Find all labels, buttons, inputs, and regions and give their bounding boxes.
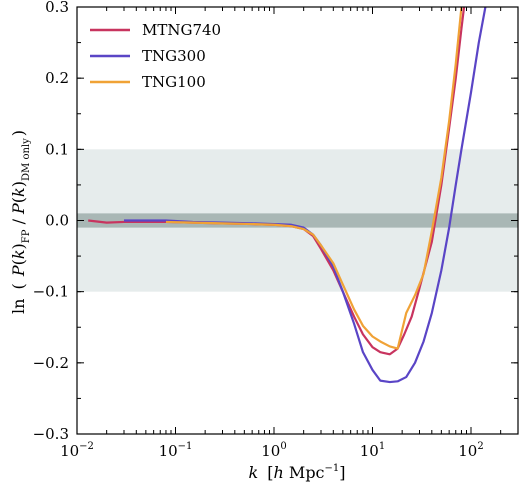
band-1	[77, 213, 518, 228]
y-tick-label: 0.1	[45, 140, 69, 158]
x-tick-label: 10−2	[60, 441, 94, 460]
series-line-tng100	[165, 7, 463, 350]
x-tick-label: 100	[261, 441, 286, 460]
y-axis-label: ln ( P(k)FP / P(k)DM only)	[9, 130, 32, 314]
x-axis-label: k [h Mpc−1]	[248, 463, 345, 482]
legend-label-tng300: TNG300	[142, 47, 206, 65]
y-axis: −0.3 −0.2 −0.1 0.0 0.1 0.2 0.3	[33, 0, 518, 443]
y-tick-label: 0.0	[45, 212, 69, 230]
x-tick-label: 101	[360, 441, 385, 460]
x-tick-label: 10−1	[159, 441, 193, 460]
series-lines	[88, 7, 487, 384]
y-tick-label: 0.2	[45, 69, 69, 87]
y-tick-label: −0.3	[33, 425, 69, 443]
y-tick-label: −0.2	[33, 354, 69, 372]
svg-text:ln ( P(k)FP / P(k): ln ( P(k)FP / P(k)DM only)	[9, 130, 32, 314]
legend: MTNG740 TNG300 TNG100	[90, 21, 221, 91]
legend-label-tng100: TNG100	[142, 73, 206, 91]
y-tick-label: −0.1	[33, 283, 69, 301]
legend-label-mtng740: MTNG740	[142, 21, 221, 39]
x-axis: 10−2 10−1 100 101 102	[60, 7, 519, 460]
x-tick-label: 102	[458, 441, 483, 460]
y-tick-label: 0.3	[45, 0, 69, 16]
